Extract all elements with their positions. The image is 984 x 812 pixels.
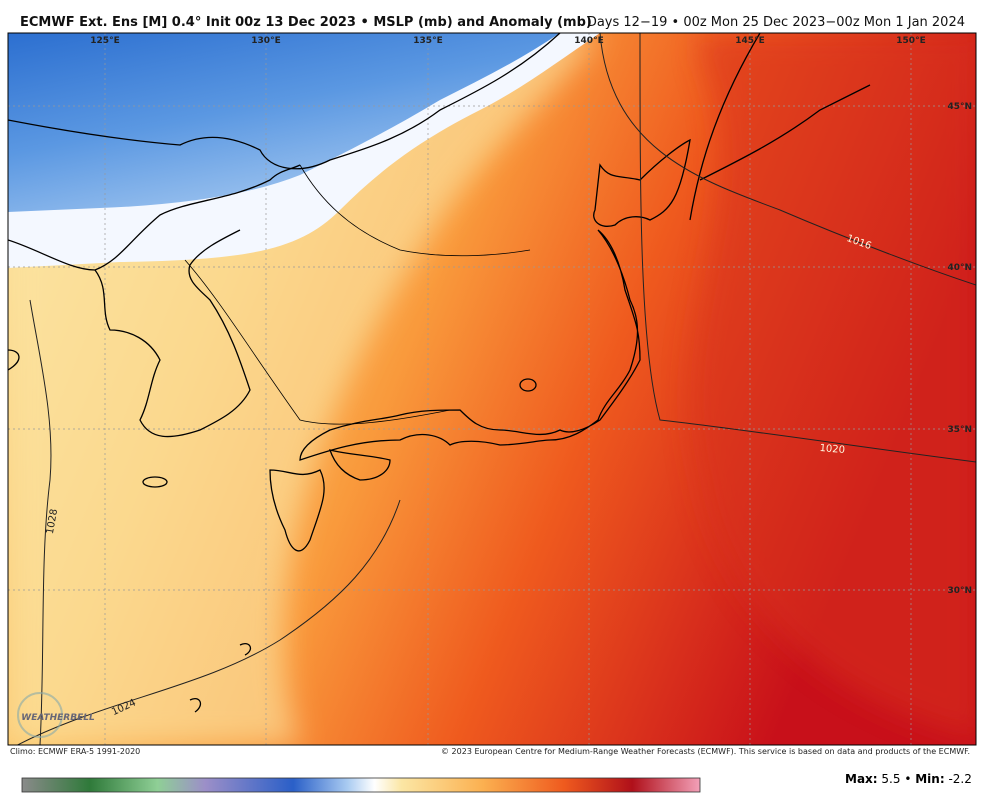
- colorbar-ramp: [21, 777, 701, 793]
- lat-label: 35°N: [947, 425, 972, 435]
- latitude-labels: 45°N 40°N 35°N 30°N: [947, 102, 972, 596]
- max-value: 5.5: [881, 772, 900, 786]
- longitude-labels: 125°E 130°E 135°E 140°E 145°E 150°E: [90, 36, 925, 46]
- title-right: Days 12−19 • 00z Mon 25 Dec 2023−00z Mon…: [587, 15, 965, 30]
- lat-label: 40°N: [947, 263, 972, 273]
- lat-label: 45°N: [947, 102, 972, 112]
- logo-text: WEATHERBELL: [21, 713, 95, 723]
- map: 125°E 130°E 135°E 140°E 145°E 150°E 45°N…: [8, 33, 976, 745]
- separator: •: [904, 772, 911, 786]
- contour-label: 1028: [45, 508, 60, 535]
- coastlines: [8, 33, 871, 713]
- colorbar: [21, 777, 701, 793]
- lat-label: 30°N: [947, 586, 972, 596]
- lon-label: 145°E: [735, 36, 764, 46]
- lon-label: 140°E: [574, 36, 603, 46]
- logo: WEATHERBELL: [17, 692, 95, 738]
- lon-label: 150°E: [896, 36, 925, 46]
- contour-label: 1020: [819, 443, 845, 456]
- map-frame: [7, 32, 977, 746]
- copyright: © 2023 European Centre for Medium-Range …: [441, 747, 970, 756]
- lon-label: 130°E: [251, 36, 280, 46]
- stats: Max: 5.5 • Min: -2.2: [845, 772, 972, 786]
- graticule: [8, 33, 976, 745]
- min-value: -2.2: [948, 772, 971, 786]
- climo-note: Climo: ECMWF ERA-5 1991-2020: [10, 747, 140, 756]
- lon-label: 135°E: [413, 36, 442, 46]
- min-label: Min:: [915, 772, 944, 786]
- red-core: [690, 33, 976, 739]
- max-label: Max:: [845, 772, 878, 786]
- title-left: ECMWF Ext. Ens [M] 0.4° Init 00z 13 Dec …: [20, 15, 592, 30]
- lon-label: 125°E: [90, 36, 119, 46]
- negative-anomaly: [8, 33, 560, 212]
- isobars: [16, 33, 976, 745]
